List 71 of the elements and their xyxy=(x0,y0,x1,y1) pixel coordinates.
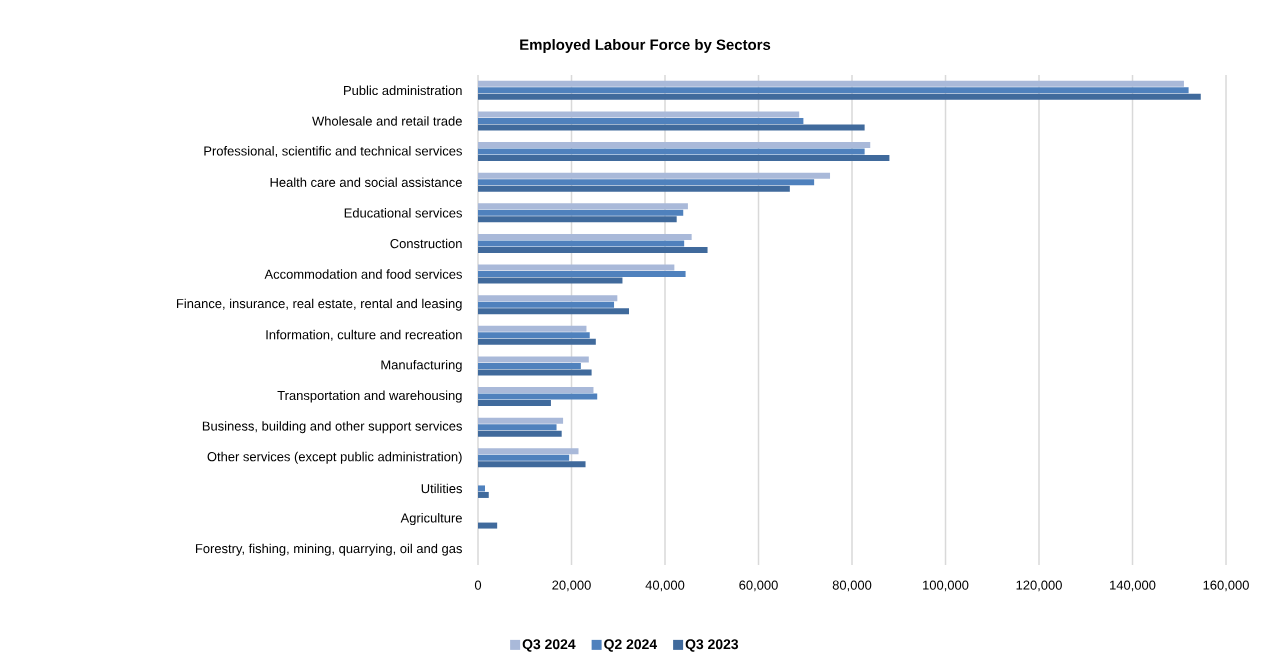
bar xyxy=(478,216,677,223)
x-tick-label: 120,000 xyxy=(1016,580,1062,592)
bar xyxy=(478,387,594,394)
bar xyxy=(478,295,618,302)
bar xyxy=(478,356,589,363)
y-tick-label: Professional, scientific and technical services xyxy=(204,146,462,158)
y-tick-label: Business, building and other support services xyxy=(202,421,462,434)
bar xyxy=(478,277,623,284)
y-tick-label: Transportation and warehousing xyxy=(277,390,462,403)
bar xyxy=(478,80,1184,87)
bar xyxy=(478,142,871,149)
bar xyxy=(478,233,692,240)
x-tick-label: 140,000 xyxy=(1110,580,1156,592)
y-tick-label: Public administration xyxy=(344,85,462,96)
x-tick-label: 100,000 xyxy=(923,580,969,592)
bar xyxy=(478,240,685,247)
x-tick-label: 160,000 xyxy=(1203,580,1249,592)
y-tick-label: Utilities xyxy=(421,483,463,494)
x-tick-label: 40,000 xyxy=(645,580,685,592)
bar xyxy=(478,93,1201,100)
y-tick-label: Accommodation and food services xyxy=(264,269,462,279)
bar xyxy=(478,148,865,155)
y-tick-label: Agriculture xyxy=(400,513,462,526)
legend-label: Q3 2023 xyxy=(685,639,739,652)
bar xyxy=(478,448,579,455)
bar xyxy=(478,264,675,271)
y-tick-label: Information, culture and recreation xyxy=(266,329,462,341)
bar xyxy=(478,325,587,332)
bar xyxy=(478,209,684,216)
bar xyxy=(478,332,590,339)
bar xyxy=(478,111,800,118)
bar xyxy=(478,338,596,345)
bar xyxy=(478,308,630,315)
bar xyxy=(478,424,557,431)
bar xyxy=(478,430,562,437)
bar xyxy=(478,124,865,131)
bar xyxy=(478,117,804,124)
chart-title: Employed Labour Force by Sectors xyxy=(520,39,771,53)
bar xyxy=(478,179,815,186)
y-tick-label: Forestry, fishing, mining, quarrying, oil and gas xyxy=(195,543,462,556)
bar xyxy=(478,203,688,210)
bar xyxy=(478,454,570,461)
bar xyxy=(478,461,586,468)
legend-label: Q2 2024 xyxy=(604,639,658,652)
bar xyxy=(478,362,581,369)
bar xyxy=(478,485,486,492)
bar xyxy=(478,246,708,253)
y-tick-label: Educational services xyxy=(344,208,462,218)
x-tick-label: 80,000 xyxy=(832,580,872,592)
bar xyxy=(478,155,890,162)
x-tick-label: 0 xyxy=(474,580,482,590)
y-tick-label: Construction xyxy=(390,238,462,249)
x-tick-label: 60,000 xyxy=(739,580,778,592)
bar xyxy=(478,400,551,407)
y-tick-label: Other services (except public administration) xyxy=(207,451,462,464)
bar xyxy=(478,271,686,278)
bar xyxy=(478,87,1189,94)
x-tick-label: 20,000 xyxy=(552,580,591,592)
bar xyxy=(478,393,598,400)
bar xyxy=(478,301,615,308)
bar xyxy=(478,172,831,179)
bar xyxy=(478,417,564,424)
y-tick-label: Manufacturing xyxy=(381,359,462,372)
bar xyxy=(478,491,489,498)
legend-label: Q3 2024 xyxy=(522,639,576,652)
y-tick-label: Finance, insurance, real estate, rental and leasing xyxy=(177,298,462,311)
bar xyxy=(478,185,790,192)
y-tick-label: Health care and social assistance xyxy=(270,177,462,187)
bar xyxy=(478,369,592,376)
y-tick-label: Wholesale and retail trade xyxy=(312,116,462,126)
bar xyxy=(478,522,498,529)
